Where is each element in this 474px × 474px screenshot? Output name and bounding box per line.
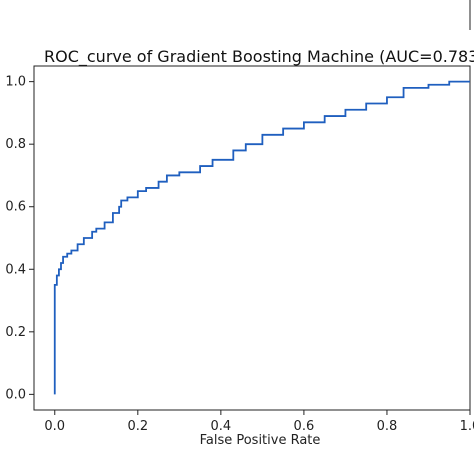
y-tick-label: 0.4 [5,262,26,277]
x-tick-label: 0.0 [44,419,65,434]
y-axis-ticks: 0.0 0.2 0.4 0.6 0.8 1.0 [5,75,34,402]
x-tick-label: 1.0 [460,419,474,434]
x-tick-label: 0.8 [377,419,398,434]
y-tick-label: 0.2 [5,325,26,340]
y-tick-label: 0.6 [5,200,26,215]
plot-frame [33,65,471,411]
x-axis-label: False Positive Rate [200,433,321,448]
x-tick-label: 0.2 [127,419,148,434]
chart-title: ROC_curve of Gradient Boosting Machine (… [44,47,474,67]
x-tick-label: 0.4 [211,419,232,434]
x-tick-label: 0.6 [294,419,315,434]
x-axis-ticks: 0.0 0.2 0.4 0.6 0.8 1.0 [44,410,474,434]
roc-curve-line [53,80,470,395]
y-tick-label: 0.8 [5,137,26,152]
y-tick-label: 0.0 [5,387,26,402]
y-tick-label: 1.0 [5,75,26,90]
